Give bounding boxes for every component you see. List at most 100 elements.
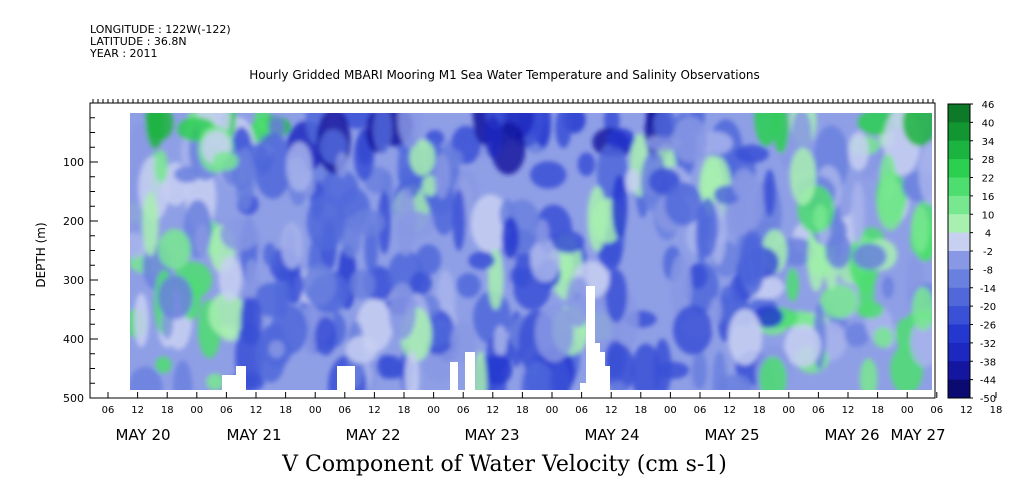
heatmap-cell — [534, 303, 574, 363]
heatmap-cell — [206, 373, 224, 390]
heatmap-cell — [142, 192, 159, 257]
heatmap-cell — [825, 232, 852, 269]
heatmap-cell — [852, 243, 887, 270]
heatmap-cell — [609, 381, 627, 390]
heatmap-cell — [858, 269, 875, 314]
heatmap-cell — [220, 217, 260, 252]
colorbar-segment — [948, 104, 970, 123]
x-hour-label: 12 — [250, 405, 263, 416]
x-axis-label: V Component of Water Velocity (cm s-1) — [282, 452, 727, 477]
colorbar-label: 46 — [982, 100, 995, 111]
colorbar-label: -26 — [980, 321, 996, 332]
y-axis-label: DEPTH (m) — [34, 222, 48, 287]
y-tick-label: 100 — [63, 156, 84, 169]
heatmap-cell — [130, 232, 147, 259]
heatmap-cell — [155, 356, 172, 374]
heatmap-cell — [404, 350, 420, 390]
x-hour-label: 06 — [102, 405, 115, 416]
data-gap — [600, 352, 605, 390]
heatmap-cell — [912, 287, 932, 331]
data-gap — [236, 366, 246, 390]
x-hour-label: 00 — [427, 405, 440, 416]
heatmap-cell — [530, 161, 567, 189]
x-hour-label: 00 — [782, 405, 795, 416]
heatmap-cell — [373, 113, 392, 154]
heatmap-cell — [501, 217, 519, 259]
x-hour-label: 18 — [161, 405, 174, 416]
colorbar-label: 22 — [982, 174, 995, 185]
colorbar-label: 4 — [985, 229, 991, 240]
x-hour-label: 00 — [901, 405, 914, 416]
axis-ticks — [90, 99, 997, 398]
heatmap-cell — [341, 113, 374, 130]
heatmap-cell — [918, 142, 932, 205]
heatmap-cell — [208, 292, 245, 337]
heatmap-cell — [709, 297, 723, 326]
heatmap-cell — [482, 354, 513, 386]
x-tick-labels: 06 12 18 00 06 12 18 00 06 12 18 00 06 12 18 00 06 12 18 00… — [102, 405, 1003, 444]
heatmap-cell — [146, 113, 174, 141]
heatmap-cell — [154, 149, 168, 183]
colorbar-segment — [948, 251, 970, 270]
heatmap-cell — [820, 284, 858, 319]
heatmap-cell — [510, 266, 525, 286]
y-tick-label: 300 — [63, 274, 84, 287]
x-hour-label: 12 — [486, 405, 499, 416]
x-day-label: MAY 22 — [345, 426, 400, 444]
x-hour-label: 18 — [516, 405, 529, 416]
data-gap — [465, 352, 475, 390]
x-hour-label: 18 — [990, 405, 1003, 416]
x-hour-label: 06 — [575, 405, 588, 416]
x-hour-label: 12 — [605, 405, 618, 416]
year-label: YEAR : 2011 — [90, 47, 158, 60]
heatmap-cell — [244, 258, 258, 303]
colorbar: 46 40 34 28 22 16 10 4 -2 -8 -14 -20 -26 -32 -38 -44 -50 — [947, 100, 996, 405]
colorbar-segment — [948, 361, 970, 381]
x-hour-label: 06 — [812, 405, 825, 416]
x-day-label: MAY 27 — [890, 426, 945, 444]
heatmap-cell — [431, 184, 457, 236]
heatmap-cell — [754, 113, 778, 147]
x-hour-label: 18 — [279, 405, 292, 416]
heatmap-cell — [314, 316, 337, 356]
colorbar-segment — [948, 324, 970, 344]
x-hour-label: 18 — [753, 405, 766, 416]
x-hour-label: 18 — [634, 405, 647, 416]
heatmap-cell — [728, 308, 763, 366]
colorbar-segment — [948, 140, 970, 160]
metadata-block: LONGITUDE : 122W(-122) LATITUDE : 36.8N … — [90, 24, 231, 60]
heatmap-cell — [859, 358, 878, 390]
x-hour-label: 12 — [960, 405, 973, 416]
x-hour-label: 06 — [220, 405, 233, 416]
colorbar-label: -2 — [983, 247, 993, 258]
heatmap-cell — [388, 282, 417, 340]
heatmap-cell — [493, 325, 507, 357]
heatmap-cell — [851, 181, 865, 244]
heatmap-cell — [735, 144, 769, 164]
y-tick-label: 200 — [63, 215, 84, 228]
heatmap-cell — [415, 244, 442, 275]
colorbar-segment — [948, 122, 970, 142]
heatmap-cell — [606, 128, 635, 150]
heatmap-cell — [133, 293, 149, 348]
heatmap-cell — [549, 361, 571, 390]
colorbar-label: 40 — [982, 118, 995, 129]
heatmap-cell — [452, 189, 466, 251]
heatmap-cell — [902, 113, 932, 147]
x-hour-label: 06 — [338, 405, 351, 416]
heatmap-cell — [336, 152, 348, 178]
heatmap-cell — [688, 263, 708, 289]
heatmap-cell — [577, 152, 596, 177]
colorbar-segment — [948, 214, 970, 234]
heatmap-cell — [473, 351, 487, 390]
heatmap-cell — [306, 193, 346, 251]
x-day-label: MAY 23 — [464, 426, 519, 444]
x-hour-label: 12 — [368, 405, 381, 416]
heatmap-cell — [773, 113, 789, 154]
heatmap-cell — [789, 147, 817, 205]
heatmap-cell — [130, 366, 163, 390]
heatmap-cell — [753, 305, 784, 328]
heatmap-cell — [456, 272, 481, 298]
heatmap-cell — [718, 374, 753, 390]
